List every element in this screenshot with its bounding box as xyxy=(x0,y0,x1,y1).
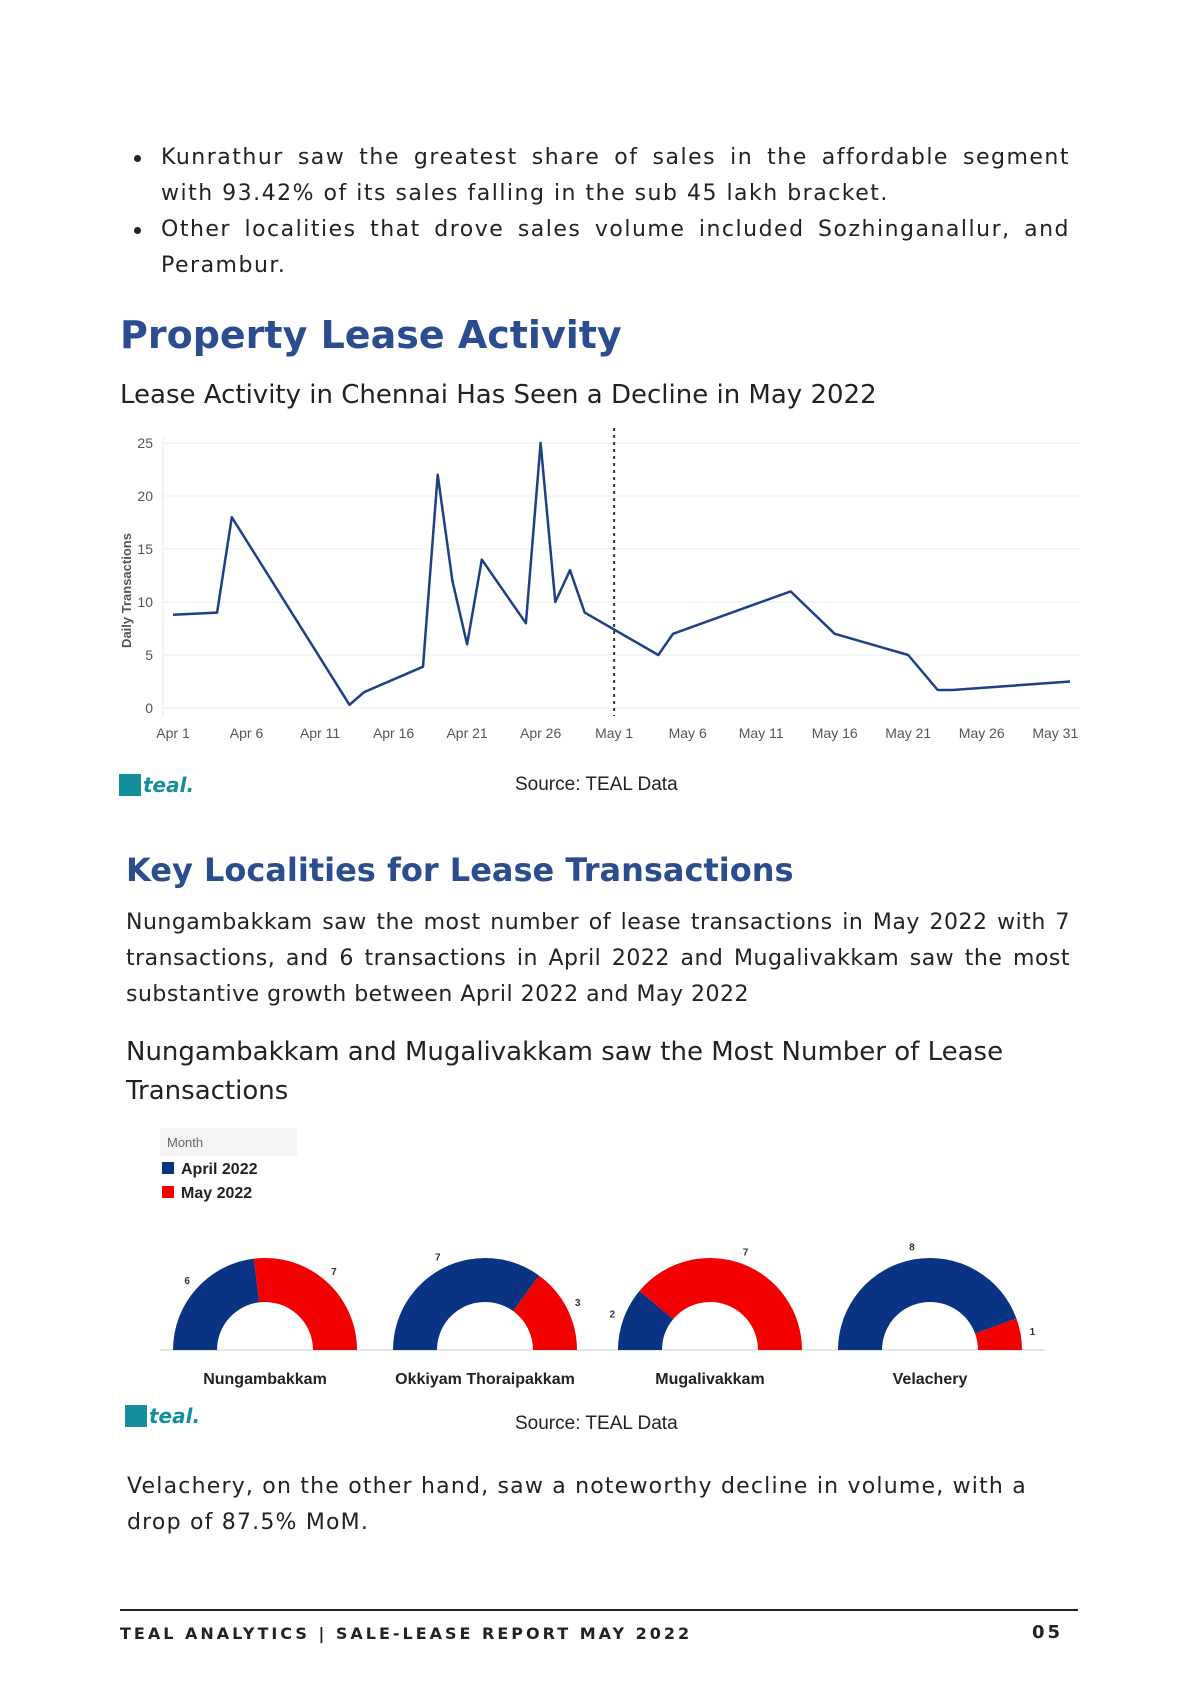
teal-logo-square-icon xyxy=(119,774,141,796)
donut-value-label: 1 xyxy=(1030,1327,1036,1338)
key-localities-heading: Key Localities for Lease Transactions xyxy=(126,851,794,889)
y-tick-label: 20 xyxy=(137,488,153,504)
y-tick-label: 25 xyxy=(137,435,153,451)
teal-logo-text: teal. xyxy=(149,1404,201,1428)
x-tick-label: Apr 26 xyxy=(520,725,561,741)
closing-paragraph: Velachery, on the other hand, saw a note… xyxy=(127,1474,1027,1535)
daily-transactions-line xyxy=(172,441,1071,707)
line-chart-title: Lease Activity in Chennai Has Seen a Dec… xyxy=(120,380,877,410)
donut-nungambakkam: 67 xyxy=(173,1258,357,1350)
donut-value-label: 3 xyxy=(575,1298,581,1309)
summary-bullets: Kunrathur saw the greatest share of sale… xyxy=(130,140,1070,284)
legend-label-april: April 2022 xyxy=(181,1161,258,1178)
y-axis-ticks: 0 5 10 15 20 25 xyxy=(137,435,153,716)
donut-value-label: 2 xyxy=(609,1309,615,1320)
teal-logo-square-icon xyxy=(125,1405,147,1427)
donut-chart-title: Nungambakkam and Mugalivakkam saw the Mo… xyxy=(126,1037,1004,1106)
donut-segment-may xyxy=(513,1275,577,1350)
y-axis-label: Daily Transactions xyxy=(119,533,134,648)
donut-value-label: 6 xyxy=(184,1276,190,1287)
legend-swatch-may xyxy=(162,1186,174,1198)
x-tick-label: May 11 xyxy=(739,725,784,741)
donut-category-label: Mugalivakkam xyxy=(655,1371,764,1388)
x-tick-label: May 16 xyxy=(812,725,858,741)
x-tick-label: May 1 xyxy=(595,725,633,741)
x-tick-label: Apr 11 xyxy=(300,725,340,741)
donut-mugalivakkam: 27 xyxy=(609,1247,802,1350)
donut-chart-source: Source: TEAL Data xyxy=(515,1413,678,1434)
y-tick-label: 15 xyxy=(137,541,153,557)
bullet-item: Kunrathur saw the greatest share of sale… xyxy=(130,140,1070,212)
donut-segment-april xyxy=(618,1290,674,1350)
chart-gridlines xyxy=(162,438,1080,716)
donut-value-label: 7 xyxy=(331,1267,337,1278)
lease-activity-heading: Property Lease Activity xyxy=(120,313,622,357)
footer-divider xyxy=(120,1609,1078,1611)
x-tick-label: Apr 1 xyxy=(156,725,190,741)
line-chart-source: Source: TEAL Data xyxy=(515,774,678,795)
legend-title: Month xyxy=(167,1135,203,1150)
donut-segment-may xyxy=(639,1258,802,1350)
y-tick-label: 5 xyxy=(145,647,153,663)
donut-segment-may xyxy=(253,1258,357,1350)
x-tick-label: May 6 xyxy=(669,725,707,741)
donut-value-label: 7 xyxy=(435,1252,441,1263)
teal-logo-text: teal. xyxy=(143,773,195,797)
donut-segment-may xyxy=(975,1318,1022,1350)
x-tick-label: Apr 16 xyxy=(373,725,414,741)
donut-segment-april xyxy=(173,1258,260,1350)
bullet-item: Other localities that drove sales volume… xyxy=(130,212,1070,284)
donut-category-label: Nungambakkam xyxy=(203,1371,327,1388)
x-tick-label: May 31 xyxy=(1032,725,1078,741)
legend-label-may: May 2022 xyxy=(181,1185,252,1202)
footer-report-title: TEAL ANALYTICS | SALE-LEASE REPORT MAY 2… xyxy=(120,1624,693,1643)
localities-paragraph: Nungambakkam saw the most number of leas… xyxy=(126,910,1070,1007)
localities-donut-chart: Month April 2022 May 2022 67Nungambakkam… xyxy=(160,1128,1045,1388)
x-axis-ticks: Apr 1 Apr 6 Apr 11 Apr 16 Apr 21 Apr 26 May 1 M… xyxy=(156,725,1078,741)
donut-velachery: 81 xyxy=(838,1243,1036,1350)
x-tick-label: May 26 xyxy=(959,725,1005,741)
x-tick-label: May 21 xyxy=(885,725,931,741)
donut-segment-april xyxy=(838,1258,1017,1350)
footer-page-number: 05 xyxy=(1032,1622,1064,1643)
donut-value-label: 7 xyxy=(743,1247,749,1258)
y-tick-label: 0 xyxy=(145,700,153,716)
teal-logo: teal. xyxy=(119,773,194,797)
y-tick-label: 10 xyxy=(137,594,153,610)
legend-title-box xyxy=(160,1128,297,1156)
teal-logo: teal. xyxy=(125,1404,200,1428)
donut-value-label: 8 xyxy=(909,1243,915,1254)
donut-okkiyam-thoraipakkam: 73 xyxy=(393,1252,581,1350)
x-tick-label: Apr 21 xyxy=(446,725,487,741)
x-tick-label: Apr 6 xyxy=(230,725,264,741)
legend-swatch-april xyxy=(162,1162,174,1174)
donut-category-label: Okkiyam Thoraipakkam xyxy=(395,1371,575,1388)
donut-category-label: Velachery xyxy=(893,1371,968,1388)
donut-segment-april xyxy=(393,1258,540,1350)
